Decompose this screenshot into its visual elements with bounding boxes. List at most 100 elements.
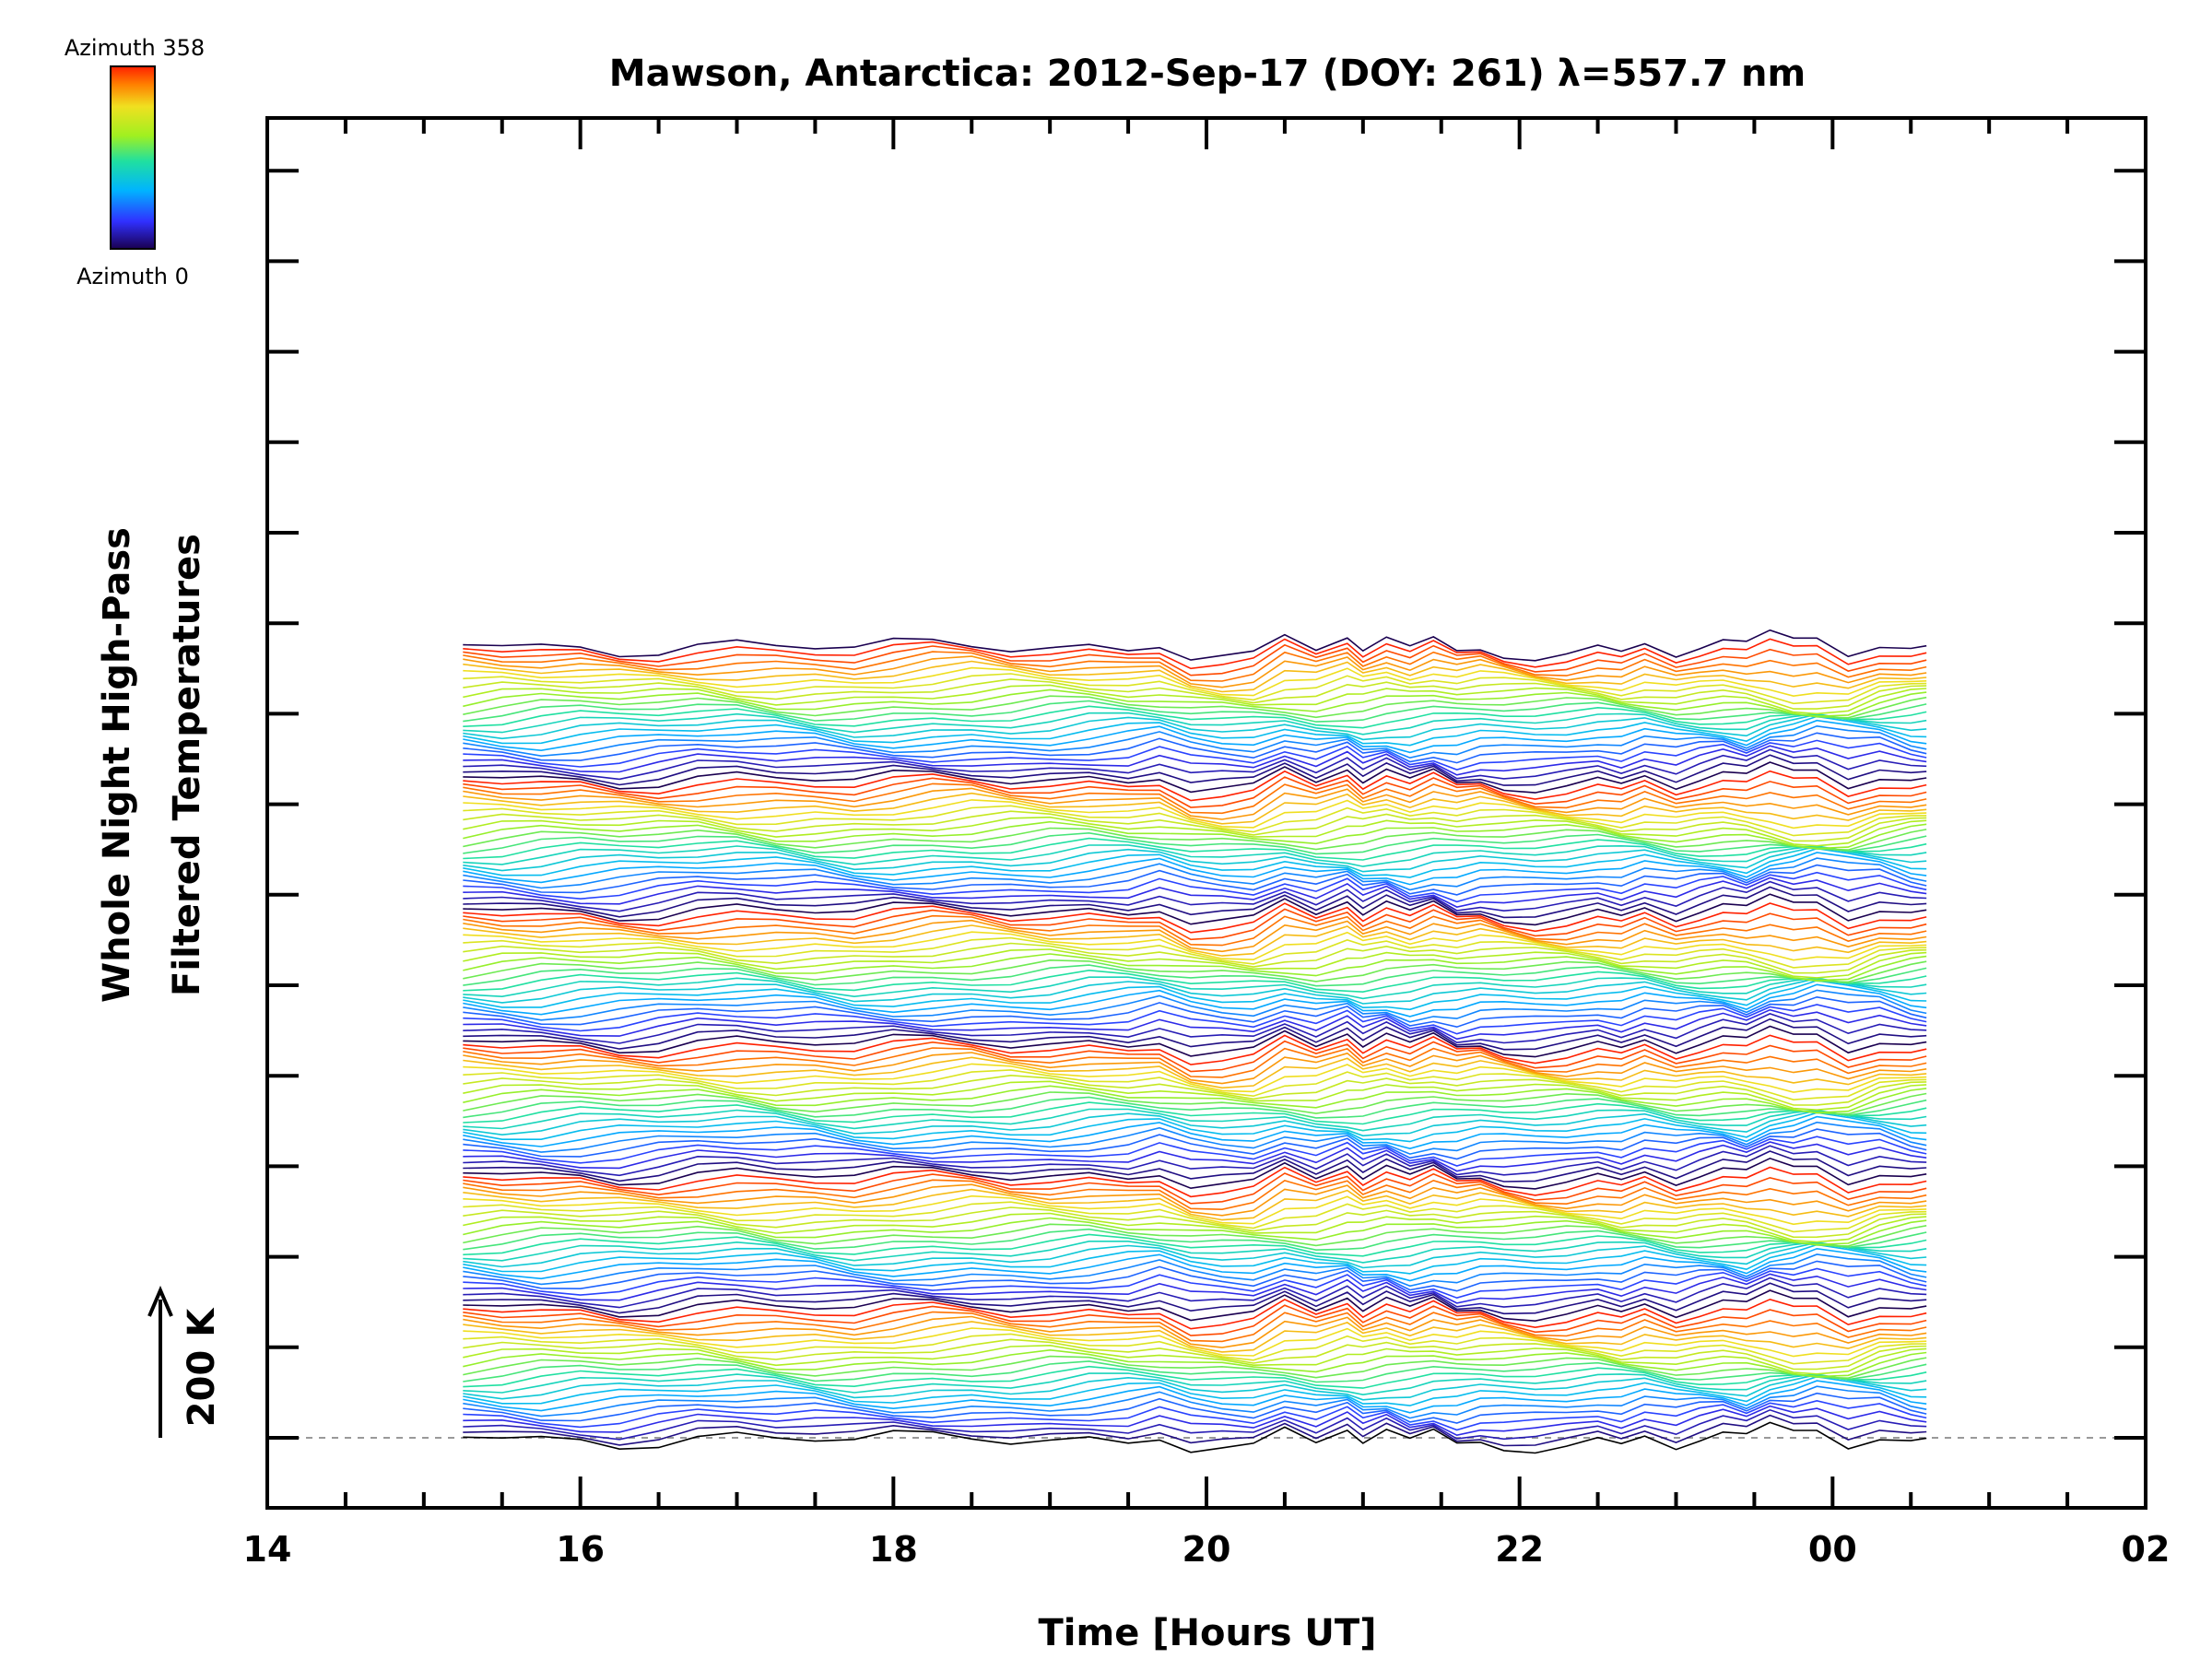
temperature-trace	[463, 969, 1927, 994]
temperature-trace	[463, 1157, 1927, 1190]
temperature-trace	[463, 1004, 1927, 1035]
temperature-trace	[463, 877, 1927, 908]
temperature-trace	[463, 1008, 1927, 1041]
temperature-trace	[463, 880, 1927, 912]
temperature-trace	[463, 1194, 1927, 1226]
temperature-trace	[463, 886, 1927, 919]
y-axis-label: Whole Night High-Pass Filtered Temperatu…	[96, 527, 208, 1003]
temperature-trace	[463, 655, 1927, 688]
temperature-trace	[463, 1414, 1927, 1447]
x-tick-label: 16	[556, 1529, 605, 1570]
temperature-trace	[463, 1141, 1927, 1172]
colorbar-gradient	[110, 65, 156, 250]
temperature-trace	[463, 1150, 1927, 1182]
x-tick-label: 18	[869, 1529, 918, 1570]
temperature-trace	[463, 782, 1927, 815]
temperature-trace	[463, 871, 1927, 903]
temperature-trace	[463, 776, 1927, 808]
temperature-trace	[463, 724, 1927, 759]
temperature-trace	[463, 1128, 1927, 1160]
x-ticks: 14 16 18 20 22 00 02	[243, 118, 2171, 1570]
temperature-traces	[463, 629, 1927, 1454]
scale-bar-label: 200 K	[181, 1307, 223, 1427]
scale-bar: 200 K	[147, 1285, 223, 1438]
temperature-trace	[463, 1399, 1927, 1431]
temperature-trace	[463, 1188, 1927, 1221]
temperature-trace	[463, 845, 1927, 873]
x-tick-label: 02	[2122, 1529, 2171, 1570]
temperature-trace	[463, 1080, 1927, 1112]
temperature-trace	[463, 820, 1927, 850]
temperature-trace	[463, 1260, 1927, 1292]
temperature-trace	[463, 1121, 1927, 1155]
chart-title: Mawson, Antarctica: 2012-Sep-17 (DOY: 26…	[609, 53, 1806, 95]
temperature-trace	[463, 638, 1927, 670]
temperature-trace	[463, 844, 1927, 867]
temperature-trace	[463, 942, 1927, 974]
temperature-trace	[463, 976, 1927, 1000]
temperature-trace	[463, 989, 1927, 1023]
temperature-trace	[463, 1372, 1927, 1396]
temperature-trace	[463, 1063, 1927, 1093]
temperature-trace	[463, 852, 1927, 886]
temperature-trace	[463, 837, 1927, 861]
temperature-trace	[463, 1056, 1927, 1089]
temperature-trace	[463, 1135, 1927, 1167]
temperature-trace	[463, 1069, 1927, 1101]
temperature-trace	[463, 1373, 1927, 1401]
temperature-trace	[463, 1040, 1927, 1073]
temperature-trace	[463, 688, 1927, 718]
y-ticks	[267, 169, 2146, 1440]
temperature-trace	[463, 936, 1927, 969]
temperature-trace	[463, 666, 1927, 698]
temperature-trace	[463, 959, 1927, 983]
temperature-trace	[463, 1243, 1927, 1275]
temperature-trace	[463, 953, 1927, 982]
temperature-trace	[463, 739, 1927, 771]
temperature-trace	[463, 1392, 1927, 1424]
temperature-trace	[463, 914, 1927, 947]
temperature-trace	[463, 1183, 1927, 1217]
temperature-trace	[463, 787, 1927, 820]
temperature-trace	[463, 1348, 1927, 1378]
temperature-trace	[463, 1327, 1927, 1358]
temperature-trace	[463, 1267, 1927, 1300]
temperature-trace	[463, 964, 1927, 987]
temperature-trace	[463, 1052, 1927, 1085]
temperature-trace	[463, 983, 1927, 1018]
temperature-trace	[463, 1101, 1927, 1125]
temperature-trace	[463, 1421, 1927, 1454]
temperature-trace	[463, 1166, 1927, 1198]
temperature-trace	[463, 948, 1927, 979]
temperature-trace	[463, 761, 1927, 794]
temperature-trace	[463, 660, 1927, 693]
temperature-trace	[463, 1247, 1927, 1282]
temperature-trace	[463, 1013, 1927, 1044]
temperature-trace	[463, 902, 1927, 934]
temperature-trace	[463, 1223, 1927, 1247]
temperature-trace	[463, 1025, 1927, 1058]
colorbar-bottom-label: Azimuth 0	[76, 264, 189, 289]
temperature-trace	[463, 893, 1927, 926]
colorbar-top-label: Azimuth 358	[65, 35, 205, 61]
temperature-trace	[463, 919, 1927, 953]
temperature-trace	[463, 1212, 1927, 1243]
temperature-trace	[463, 1096, 1927, 1119]
temperature-trace	[463, 695, 1927, 719]
temperature-trace	[463, 629, 1927, 662]
temperature-trace	[463, 1405, 1927, 1437]
temperature-trace	[463, 977, 1927, 1005]
temperature-trace	[463, 770, 1927, 802]
temperature-trace	[463, 1091, 1927, 1115]
temperature-trace	[463, 908, 1927, 941]
temperature-trace	[463, 847, 1927, 878]
temperature-trace	[463, 719, 1927, 754]
x-tick-label: 00	[1808, 1529, 1857, 1570]
temperature-trace	[463, 1233, 1927, 1257]
temperature-trace	[463, 1273, 1927, 1304]
temperature-trace	[463, 732, 1927, 764]
temperature-trace	[463, 1179, 1927, 1211]
temperature-trace	[463, 831, 1927, 855]
temperature-trace	[463, 1047, 1927, 1078]
